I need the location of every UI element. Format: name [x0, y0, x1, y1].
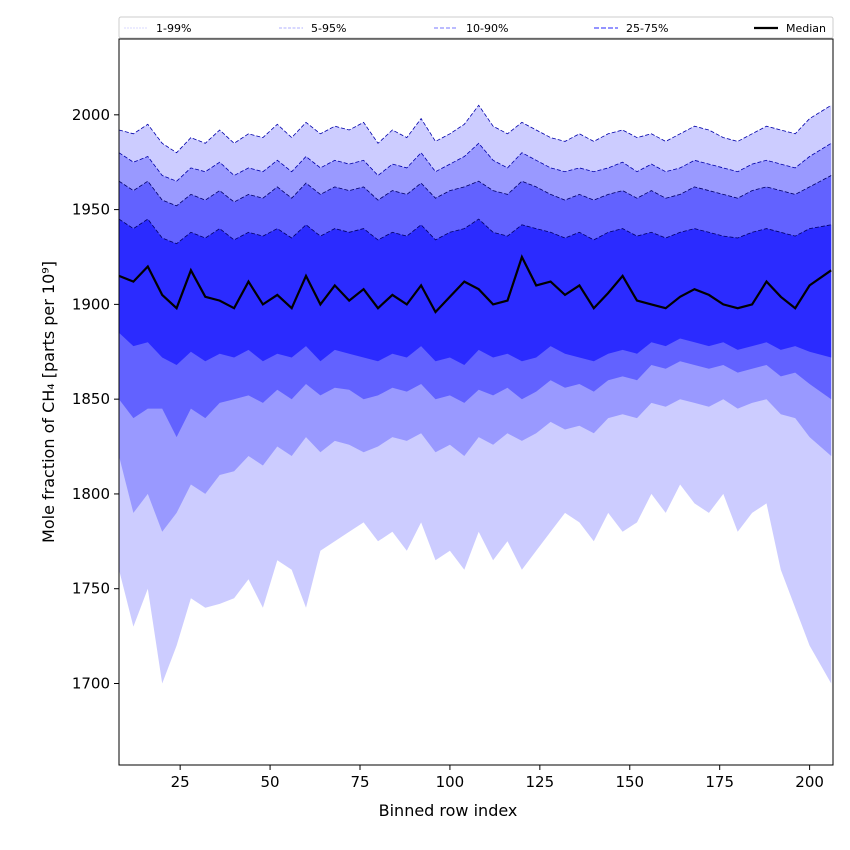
median-line — [118, 254, 832, 314]
band-upper-edge — [118, 104, 832, 154]
x-tick-label: 150 — [615, 773, 644, 791]
legend-item-1-99pct: 1-99% — [124, 22, 191, 35]
x-tick-label: 200 — [795, 773, 824, 791]
band-upper-edge — [118, 142, 832, 182]
y-tick-label: 1750 — [72, 580, 110, 598]
y-tick-label: 2000 — [72, 106, 110, 124]
y-tick-label: 1700 — [72, 674, 110, 692]
legend-item-Median: Median — [754, 22, 826, 35]
y-axis-label: Mole fraction of CH₄ [parts per 10⁹] — [39, 261, 58, 543]
x-tick-label: 25 — [171, 773, 190, 791]
legend-item-5-95pct: 5-95% — [279, 22, 346, 35]
legend-item-10-90pct: 10-90% — [434, 22, 508, 35]
y-tick-label: 1800 — [72, 485, 110, 503]
x-tick-label: 125 — [526, 773, 555, 791]
legend-label: 1-99% — [156, 22, 191, 35]
legend-label: 25-75% — [626, 22, 668, 35]
y-tick-label: 1950 — [72, 201, 110, 219]
legend-item-25-75pct: 25-75% — [594, 22, 668, 35]
band-edges — [118, 104, 832, 245]
x-tick-label: 75 — [350, 773, 369, 791]
x-axis-ticks: 25 50 75 100 125 150 175 200 — [171, 765, 824, 791]
x-tick-label: 50 — [261, 773, 280, 791]
legend-label: 5-95% — [311, 22, 346, 35]
x-tick-label: 175 — [705, 773, 734, 791]
legend-label: 10-90% — [466, 22, 508, 35]
legend-box — [118, 16, 834, 39]
band-upper-edge — [118, 175, 832, 207]
y-tick-label: 1900 — [72, 295, 110, 313]
percentile-bands — [119, 105, 832, 684]
y-tick-label: 1850 — [72, 390, 110, 408]
legend-label: Median — [786, 22, 826, 35]
legend: 1-99% 5-95% 10-90% 25-75% Median — [118, 16, 834, 39]
plot-frame — [118, 38, 834, 766]
band-upper-edge — [118, 218, 832, 245]
y-axis-ticks: 1700 1750 1800 1850 1900 1950 2000 — [72, 106, 119, 692]
band-25-75pct — [119, 219, 832, 365]
x-tick-label: 100 — [436, 773, 465, 791]
x-axis-label: Binned row index — [379, 801, 518, 820]
